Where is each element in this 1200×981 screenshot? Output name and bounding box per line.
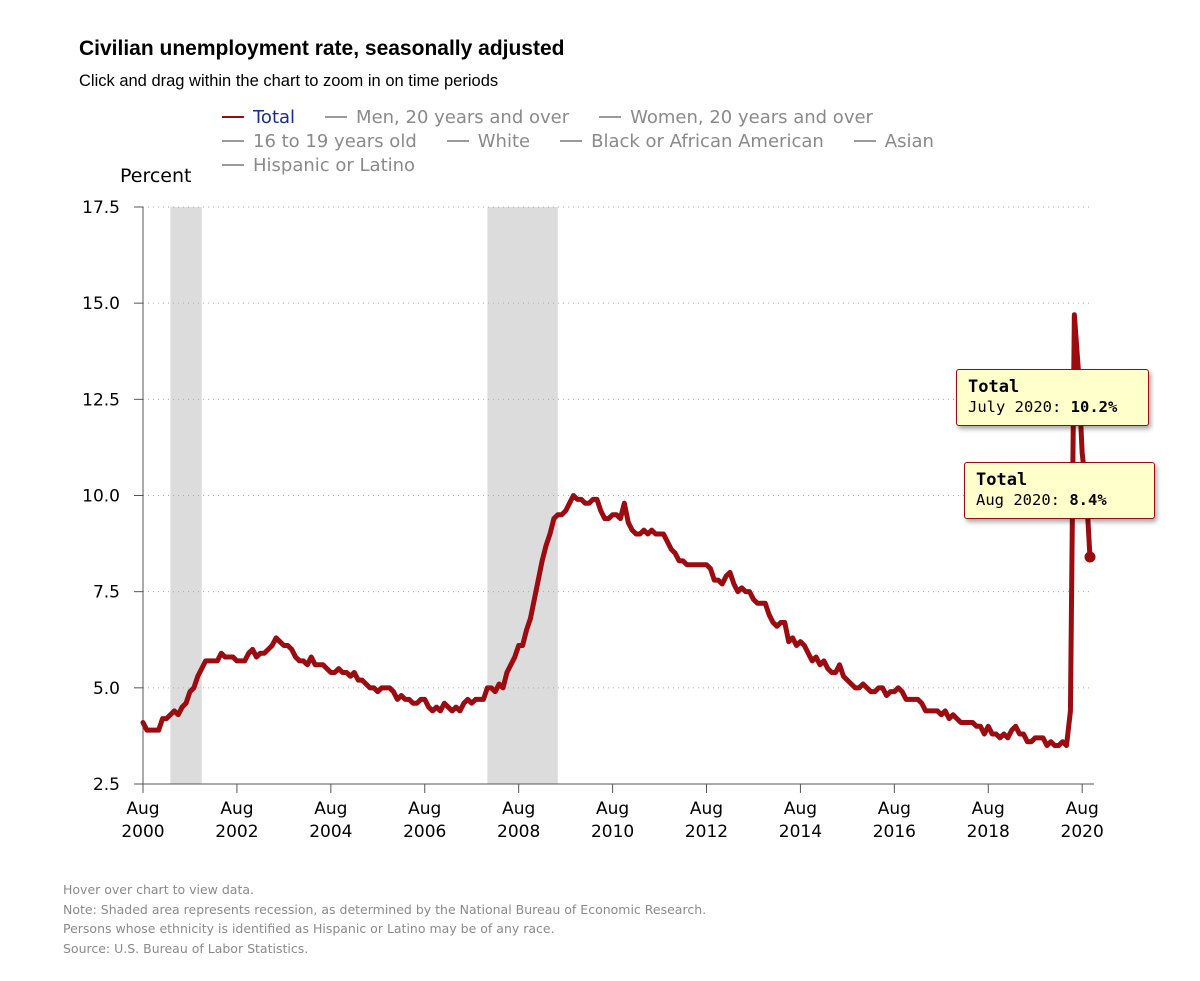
y-tick-label: 12.5 (82, 390, 120, 410)
legend-swatch (222, 116, 244, 118)
x-tick-month: Aug (690, 799, 723, 819)
x-tick-year: 2014 (779, 822, 822, 842)
x-tick-month: Aug (878, 799, 911, 819)
legend-label: Women, 20 years and over (630, 107, 873, 128)
legend-item-total[interactable]: Total (222, 106, 295, 130)
legend-swatch (222, 140, 244, 142)
x-tick-month: Aug (596, 799, 629, 819)
x-tick-month: Aug (972, 799, 1005, 819)
legend-row: Hispanic or Latino (222, 154, 1022, 178)
tooltip-value: 10.2% (1070, 398, 1118, 416)
x-tick-month: Aug (220, 799, 253, 819)
legend-swatch (560, 140, 583, 142)
tooltip-aug-2020: Total Aug 2020: 8.4% (964, 462, 1155, 519)
y-tick-label: 15.0 (82, 294, 120, 314)
y-tick-label: 17.5 (82, 198, 120, 218)
legend-label: Men, 20 years and over (356, 107, 570, 128)
legend-label: 16 to 19 years old (253, 131, 417, 152)
x-tick-year: 2018 (967, 822, 1010, 842)
line-chart[interactable]: 17.5 15.0 12.5 10.0 7.5 5.0 2.5 Percent Aug 2000 A… (0, 0, 1200, 860)
x-tick-year: 2006 (403, 822, 446, 842)
legend: Total Men, 20 years and over Women, 20 yea… (222, 106, 1022, 178)
legend-swatch (599, 116, 622, 118)
y-axis-title: Percent (120, 165, 192, 187)
x-tick-month: Aug (408, 799, 441, 819)
legend-item-16-to-19-years-old[interactable]: 16 to 19 years old (222, 130, 417, 154)
legend-swatch (325, 116, 348, 118)
x-tick-year: 2020 (1061, 822, 1104, 842)
legend-swatch (446, 140, 469, 142)
tooltip-date: Aug 2020 (976, 491, 1051, 509)
chart-title: Civilian unemployment rate, seasonally a… (79, 37, 565, 60)
footnote-line: Persons whose ethnicity is identified as… (63, 921, 555, 936)
y-tick-label: 2.5 (93, 775, 120, 795)
tooltip-july-2020: Total July 2020: 10.2% (956, 369, 1149, 426)
footnote-line: Note: Shaded area represents recession, … (63, 901, 707, 917)
legend-label: Asian (884, 131, 934, 152)
legend-item-men-20-years-and-over[interactable]: Men, 20 years and over (325, 106, 569, 130)
legend-item-hispanic-or-latino[interactable]: Hispanic or Latino (222, 154, 415, 178)
legend-label: Total (253, 107, 296, 128)
footnote-line: Source: U.S. Bureau of Labor Statistics. (63, 940, 309, 956)
legend-label: Black or African American (591, 131, 824, 152)
y-tick-label: 5.0 (93, 679, 120, 699)
legend-item-black-or-african-american[interactable]: Black or African American (560, 130, 824, 154)
x-tick-month: Aug (502, 799, 535, 819)
legend-label: White (477, 131, 531, 152)
legend-row: Total Men, 20 years and over Women, 20 yea… (222, 106, 1022, 130)
legend-item-asian[interactable]: Asian (853, 130, 934, 154)
x-tick-month: Aug (1066, 799, 1099, 819)
footnote-line: Hover over chart to view data. (63, 882, 254, 897)
tooltip-date: July 2020 (968, 398, 1052, 416)
y-tick-label: 10.0 (82, 487, 120, 507)
legend-label: Hispanic or Latino (253, 155, 416, 176)
chart-subtitle: Click and drag within the chart to zoom … (79, 72, 499, 90)
legend-item-women-20-years-and-over[interactable]: Women, 20 years and over (599, 106, 873, 130)
x-tick-year: 2016 (873, 822, 916, 842)
series-line-total[interactable] (140, 312, 1093, 749)
legend-item-white[interactable]: White (446, 130, 531, 154)
x-tick-year: 2012 (685, 822, 728, 842)
data-point-aug-2020 (1084, 551, 1096, 563)
legend-swatch (222, 164, 244, 166)
x-tick-month: Aug (784, 799, 817, 819)
x-tick-year: 2004 (309, 822, 352, 842)
y-tick-label: 7.5 (93, 583, 120, 603)
x-tick-year: 2010 (591, 822, 634, 842)
x-tick-month: Aug (126, 799, 159, 819)
x-tick-month: Aug (314, 799, 347, 819)
x-tick-year: 2008 (497, 822, 540, 842)
tooltip-title: Total (968, 377, 1020, 397)
legend-swatch (853, 140, 876, 142)
recession-band (487, 207, 558, 784)
x-tick-year: 2002 (215, 822, 258, 842)
tooltip-value: 8.4% (1069, 491, 1107, 509)
tooltip-title: Total (976, 470, 1028, 490)
footnotes: Hover over chart to view data. Note: Shad… (63, 880, 706, 958)
legend-row: 16 to 19 years old White Black or African … (222, 130, 1022, 154)
x-tick-year: 2000 (121, 822, 164, 842)
